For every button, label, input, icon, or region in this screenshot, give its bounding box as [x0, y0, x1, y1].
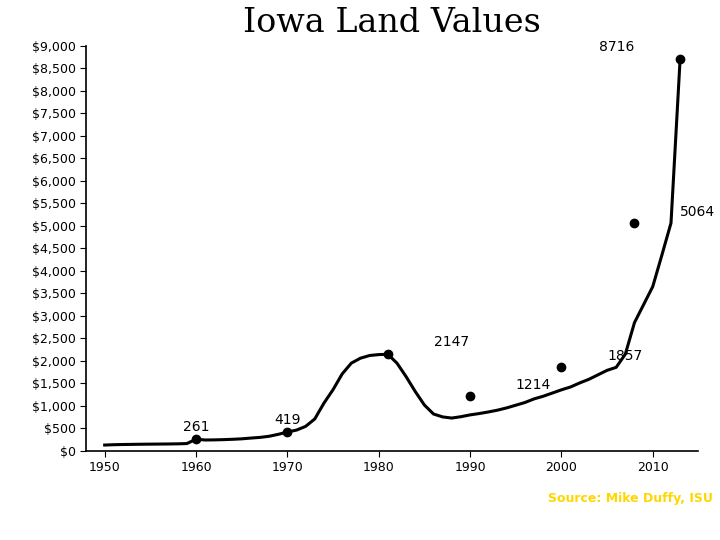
Text: 8716: 8716	[599, 40, 634, 54]
Text: IOWA STATE UNIVERSITY: IOWA STATE UNIVERSITY	[7, 491, 219, 507]
Text: 419: 419	[274, 413, 301, 427]
Text: 1214: 1214	[516, 378, 551, 392]
Text: Extension and Outreach/Department of Economics: Extension and Outreach/Department of Eco…	[7, 520, 272, 530]
Text: 2147: 2147	[433, 335, 469, 349]
Text: 5064: 5064	[680, 205, 715, 219]
Text: Source: Mike Duffy, ISU: Source: Mike Duffy, ISU	[548, 491, 713, 504]
Text: 261: 261	[183, 420, 210, 434]
Text: Ag Decision Maker: Ag Decision Maker	[568, 524, 713, 538]
Title: Iowa Land Values: Iowa Land Values	[243, 7, 541, 39]
Text: 1857: 1857	[607, 349, 642, 363]
